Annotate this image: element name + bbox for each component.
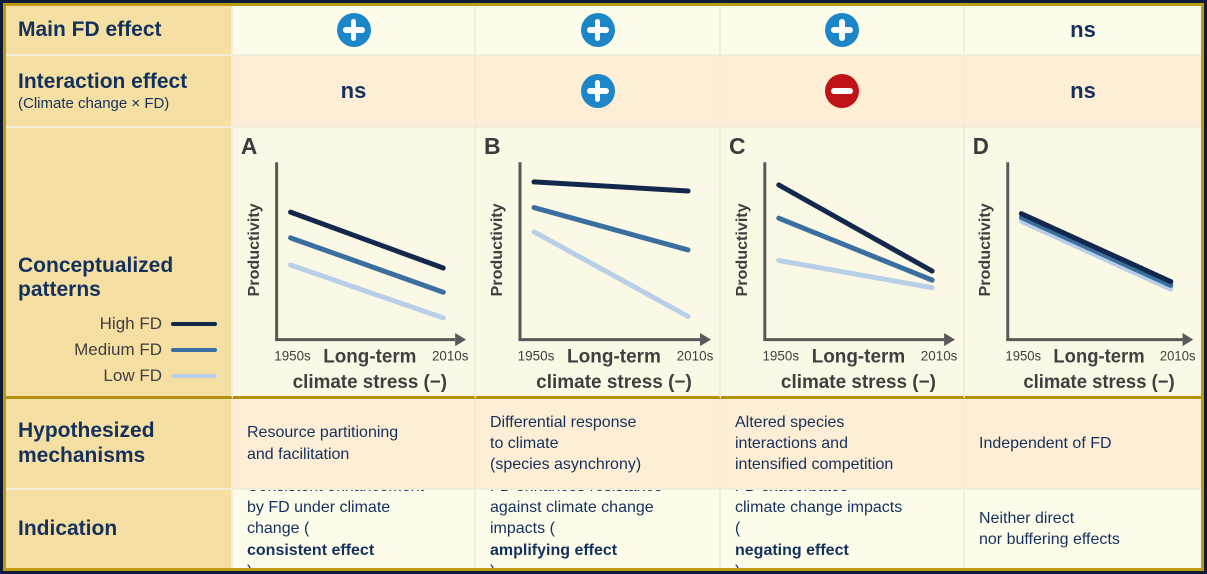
x-axis-label-line1: Long-term [323,347,416,368]
indication-cell-c: FD exacerbates climate change impacts (n… [721,490,965,568]
row-label-main-effect: Main FD effect [6,6,233,56]
series-line [288,209,446,271]
legend-label-high-fd: High FD [99,314,162,333]
x-axis-label-line1: Long-term [1053,345,1144,366]
x-tick-end: 2010s [1160,349,1196,364]
chart-panel-a: A Productivity 1950s 2010s Long-term climate … [233,128,476,399]
panel-letter: A [241,133,257,159]
row-label-mechanisms: Hypothesized mechanisms [6,399,233,490]
ns-label: ns [340,78,367,103]
x-axis-label-line2: climate stress (−) [1023,371,1174,392]
y-axis-label: Productivity [977,203,994,296]
y-axis-label: Productivity [488,203,506,296]
interaction-sublabel: (Climate change × FD) [18,95,170,113]
minus-icon [825,74,859,108]
y-axis-label: Productivity [246,203,263,296]
main-effect-cell-c [721,6,965,56]
x-tick-end: 2010s [432,349,469,364]
x-tick-start: 1950s [274,349,311,364]
chart-panel-c: C Productivity 1950s 2010s Long-term climate … [721,128,965,399]
row-label-indication: Indication [6,490,233,568]
series-line [1018,211,1174,285]
plus-icon [580,13,615,47]
y-axis-label: Productivity [733,203,751,296]
mechanism-cell-b: Differential response to climate (specie… [476,399,721,490]
interaction-label: Interaction effect [18,69,188,93]
indication-label: Indication [18,516,118,540]
fd-legend: High FD Medium FD Low FD [18,314,231,386]
chart-panel-d: D Productivity 1950s 2010s Long-term climate … [965,128,1201,399]
x-tick-start: 1950s [1005,349,1041,364]
legend-line-low-fd [171,374,217,378]
series-line [531,229,691,319]
figure-frame-inner: Main FD effect ns Interaction effect (Cl… [3,3,1204,571]
interaction-cell-d: ns [965,56,1201,128]
indication-cell-b: FD enhances resistance against climate c… [476,490,721,568]
x-axis-arrow [455,333,467,347]
mechanism-cell-c: Altered species interactions and intensi… [721,399,965,490]
series-line [531,179,691,194]
ns-label: ns [1070,17,1096,42]
mechanism-cell-a: Resource partitioning and facilitation [233,399,476,490]
plus-icon [825,13,859,47]
x-tick-end: 2010s [921,349,958,364]
x-axis-label-line2: climate stress (−) [781,372,936,393]
x-tick-start: 1950s [518,349,555,364]
indication-cell-a: Consistent enhancement by FD under clima… [233,490,476,568]
interaction-cell-c [721,56,965,128]
panel-letter: D [973,133,989,159]
mechanisms-label: Hypothesized mechanisms [18,419,155,467]
series-line [776,257,935,291]
plus-icon [580,74,615,108]
legend-label-low-fd: Low FD [103,366,162,385]
interaction-cell-a: ns [233,56,476,128]
series-line [531,205,691,253]
series-line [288,235,446,295]
chart-panel-b: B Productivity 1950s 2010s Long-term climate … [476,128,721,399]
x-axis-label-line2: climate stress (−) [536,372,692,393]
main-effect-label: Main FD effect [18,17,162,41]
x-axis-arrow [700,333,711,347]
x-axis-label-line1: Long-term [812,347,905,368]
legend-row-low-fd: Low FD [18,366,217,386]
mechanism-cell-d: Independent of FD [965,399,1201,490]
plus-icon [336,13,371,47]
interaction-cell-b [476,56,721,128]
x-axis-label-line2: climate stress (−) [293,372,447,393]
main-effect-cell-a [233,6,476,56]
x-tick-start: 1950s [762,349,799,364]
series-line [1018,218,1174,292]
series-line [776,182,935,274]
legend-row-medium-fd: Medium FD [18,340,217,360]
panel-letter: B [484,133,501,159]
indication-cell-d: Neither direct nor buffering effects [965,490,1201,568]
legend-line-high-fd [171,322,217,326]
series-line [288,262,446,321]
x-axis-arrow [944,333,956,347]
main-effect-cell-d: ns [965,6,1201,56]
legend-line-medium-fd [171,348,217,352]
legend-label-medium-fd: Medium FD [74,340,162,359]
row-label-patterns: Conceptualized patterns High FD Medium F… [6,128,233,399]
x-axis-label-line1: Long-term [567,347,661,368]
x-tick-end: 2010s [677,349,714,364]
series-line [1018,214,1174,288]
x-axis-arrow [1182,333,1194,347]
panel-letter: C [729,133,746,159]
legend-row-high-fd: High FD [18,314,217,334]
concept-table: Main FD effect ns Interaction effect (Cl… [6,6,1201,568]
series-line [776,215,935,283]
row-label-interaction: Interaction effect (Climate change × FD) [6,56,233,128]
patterns-label: Conceptualized patterns [18,253,174,301]
ns-label: ns [1070,78,1096,103]
main-effect-cell-b [476,6,721,56]
